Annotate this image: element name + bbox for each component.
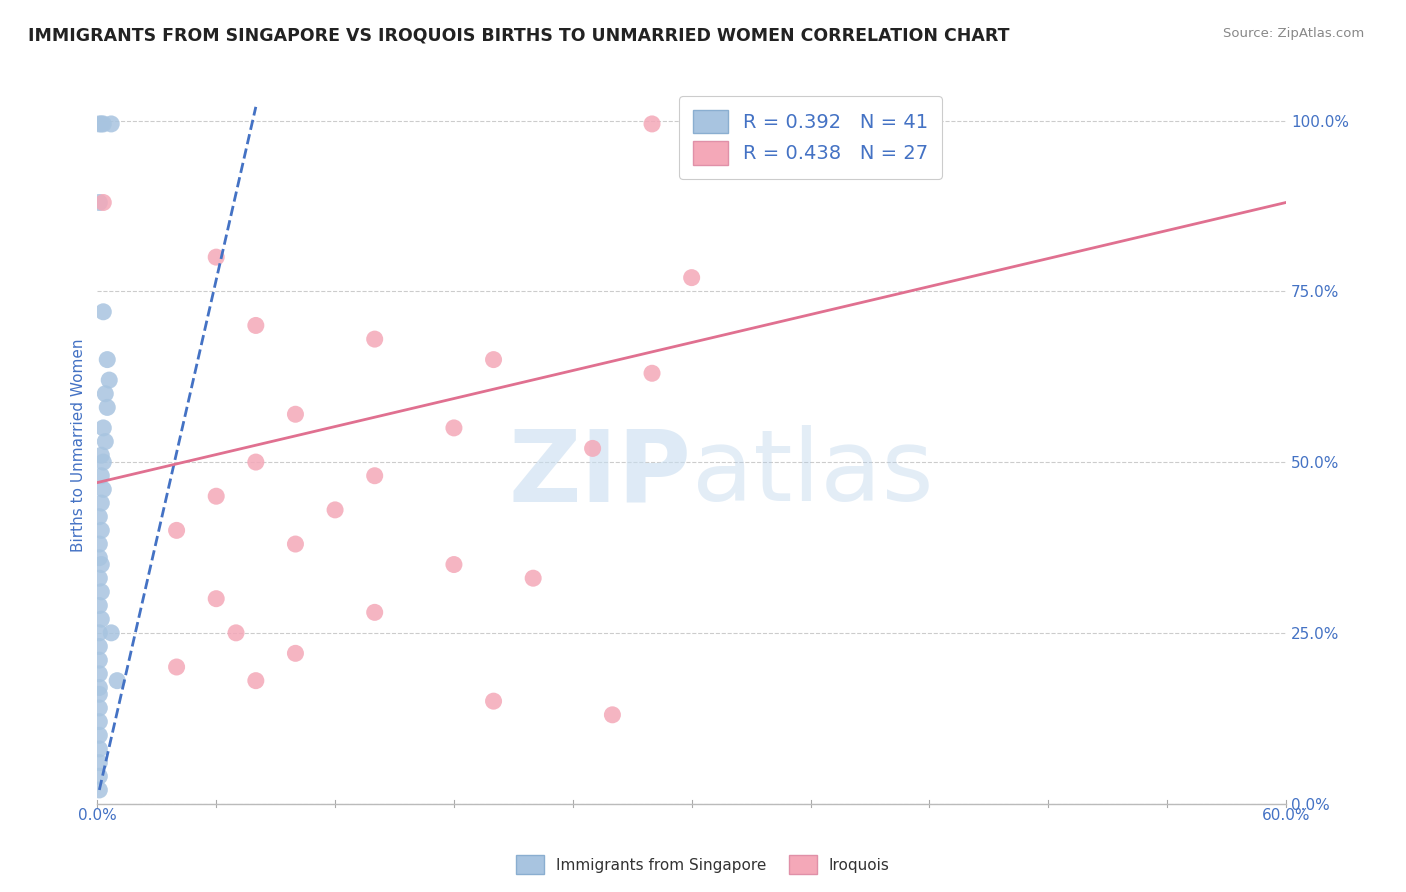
Point [225, 625, 247, 640]
Point [166, 524, 188, 538]
Point [91, 455, 114, 469]
Point [91, 483, 114, 497]
Point [245, 673, 267, 688]
Point [90, 496, 112, 510]
Legend: Immigrants from Singapore, Iroquois: Immigrants from Singapore, Iroquois [510, 849, 896, 880]
Point [89, 769, 111, 783]
Point [89, 687, 111, 701]
Point [245, 318, 267, 333]
Point [91, 421, 114, 435]
Point [323, 503, 346, 517]
Point [90, 585, 112, 599]
Point [89, 701, 111, 715]
Point [89, 728, 111, 742]
Point [205, 489, 228, 503]
Point [91, 305, 114, 319]
Point [89, 537, 111, 551]
Point [641, 117, 664, 131]
Point [89, 599, 111, 613]
Point [90, 117, 112, 131]
Point [96, 352, 118, 367]
Legend: R = 0.392   N = 41, R = 0.438   N = 27: R = 0.392 N = 41, R = 0.438 N = 27 [679, 96, 942, 178]
Point [284, 407, 307, 421]
Y-axis label: Births to Unmarried Women: Births to Unmarried Women [72, 338, 86, 552]
Point [284, 537, 307, 551]
Point [98, 373, 121, 387]
Point [681, 270, 703, 285]
Point [89, 742, 111, 756]
Point [89, 117, 111, 131]
Point [443, 421, 465, 435]
Point [581, 442, 603, 456]
Point [482, 352, 505, 367]
Point [89, 195, 111, 210]
Text: IMMIGRANTS FROM SINGAPORE VS IROQUOIS BIRTHS TO UNMARRIED WOMEN CORRELATION CHAR: IMMIGRANTS FROM SINGAPORE VS IROQUOIS BI… [28, 27, 1010, 45]
Point [96, 401, 118, 415]
Point [89, 509, 111, 524]
Point [100, 625, 122, 640]
Point [91, 117, 114, 131]
Point [205, 591, 228, 606]
Point [89, 653, 111, 667]
Point [443, 558, 465, 572]
Point [522, 571, 544, 585]
Point [363, 468, 385, 483]
Point [363, 605, 385, 619]
Point [89, 756, 111, 770]
Text: atlas: atlas [692, 425, 934, 522]
Point [602, 707, 624, 722]
Point [89, 666, 111, 681]
Point [89, 783, 111, 797]
Point [100, 117, 122, 131]
Point [89, 640, 111, 654]
Point [89, 714, 111, 729]
Point [90, 468, 112, 483]
Point [166, 660, 188, 674]
Point [205, 250, 228, 264]
Text: ZIP: ZIP [509, 425, 692, 522]
Point [284, 646, 307, 660]
Point [94, 386, 117, 401]
Point [641, 366, 664, 380]
Point [90, 524, 112, 538]
Point [105, 673, 128, 688]
Point [90, 558, 112, 572]
Point [91, 195, 114, 210]
Point [89, 571, 111, 585]
Point [482, 694, 505, 708]
Point [89, 681, 111, 695]
Point [90, 448, 112, 462]
Point [89, 550, 111, 565]
Point [89, 625, 111, 640]
Point [90, 612, 112, 626]
Point [245, 455, 267, 469]
Point [363, 332, 385, 346]
Text: Source: ZipAtlas.com: Source: ZipAtlas.com [1223, 27, 1364, 40]
Point [94, 434, 117, 449]
